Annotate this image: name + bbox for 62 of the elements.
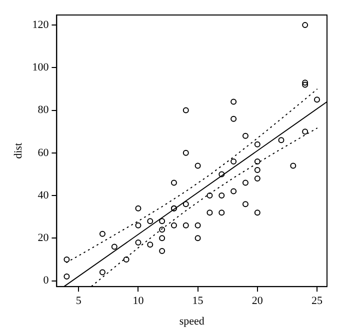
point bbox=[123, 256, 130, 262]
point bbox=[206, 192, 213, 199]
point bbox=[135, 239, 142, 246]
point bbox=[302, 80, 308, 86]
point bbox=[194, 162, 201, 169]
point bbox=[254, 166, 260, 173]
point bbox=[218, 192, 225, 199]
point bbox=[230, 116, 237, 122]
point bbox=[135, 222, 142, 228]
point bbox=[182, 222, 189, 228]
point bbox=[170, 180, 177, 186]
point bbox=[242, 132, 248, 139]
x-tick-label: 20 bbox=[252, 295, 264, 308]
point bbox=[182, 201, 189, 208]
point bbox=[182, 107, 189, 114]
point bbox=[254, 141, 260, 148]
point bbox=[254, 158, 260, 164]
point bbox=[302, 128, 308, 135]
point bbox=[64, 256, 70, 262]
point bbox=[159, 235, 166, 242]
y-tick-label: 60 bbox=[38, 146, 50, 159]
point bbox=[290, 162, 296, 169]
x-tick-label: 10 bbox=[132, 295, 144, 308]
point bbox=[242, 201, 248, 208]
y-axis-title: dist bbox=[12, 142, 24, 159]
point bbox=[206, 210, 213, 216]
y-tick-label: 20 bbox=[38, 232, 50, 244]
point bbox=[218, 171, 225, 178]
point bbox=[230, 188, 237, 194]
point bbox=[99, 230, 106, 237]
point bbox=[159, 218, 166, 224]
point bbox=[99, 269, 106, 276]
point bbox=[159, 226, 166, 233]
point bbox=[314, 96, 320, 103]
x-tick-label: 5 bbox=[76, 295, 82, 308]
point bbox=[254, 210, 260, 216]
point bbox=[302, 22, 308, 28]
point bbox=[111, 244, 118, 250]
x-tick-label: 15 bbox=[192, 295, 204, 308]
y-tick-label: 80 bbox=[38, 104, 50, 116]
point bbox=[135, 205, 142, 212]
y-tick-label: 0 bbox=[43, 274, 50, 287]
point bbox=[159, 248, 166, 254]
point bbox=[230, 158, 237, 164]
point bbox=[254, 176, 260, 182]
point bbox=[242, 180, 248, 186]
point bbox=[194, 222, 201, 228]
point bbox=[147, 218, 154, 224]
point bbox=[64, 274, 70, 280]
point bbox=[230, 98, 237, 105]
point bbox=[302, 82, 308, 88]
point bbox=[218, 210, 225, 216]
x-tick-label: 25 bbox=[311, 295, 323, 308]
point bbox=[182, 150, 189, 156]
point bbox=[278, 137, 284, 144]
point bbox=[147, 242, 154, 248]
x-axis-title: speed bbox=[179, 315, 205, 328]
y-tick-label: 100 bbox=[32, 62, 50, 74]
point bbox=[194, 235, 201, 242]
y-tick-label: 40 bbox=[38, 189, 50, 202]
point bbox=[170, 222, 177, 228]
y-tick-label: 120 bbox=[32, 18, 50, 31]
